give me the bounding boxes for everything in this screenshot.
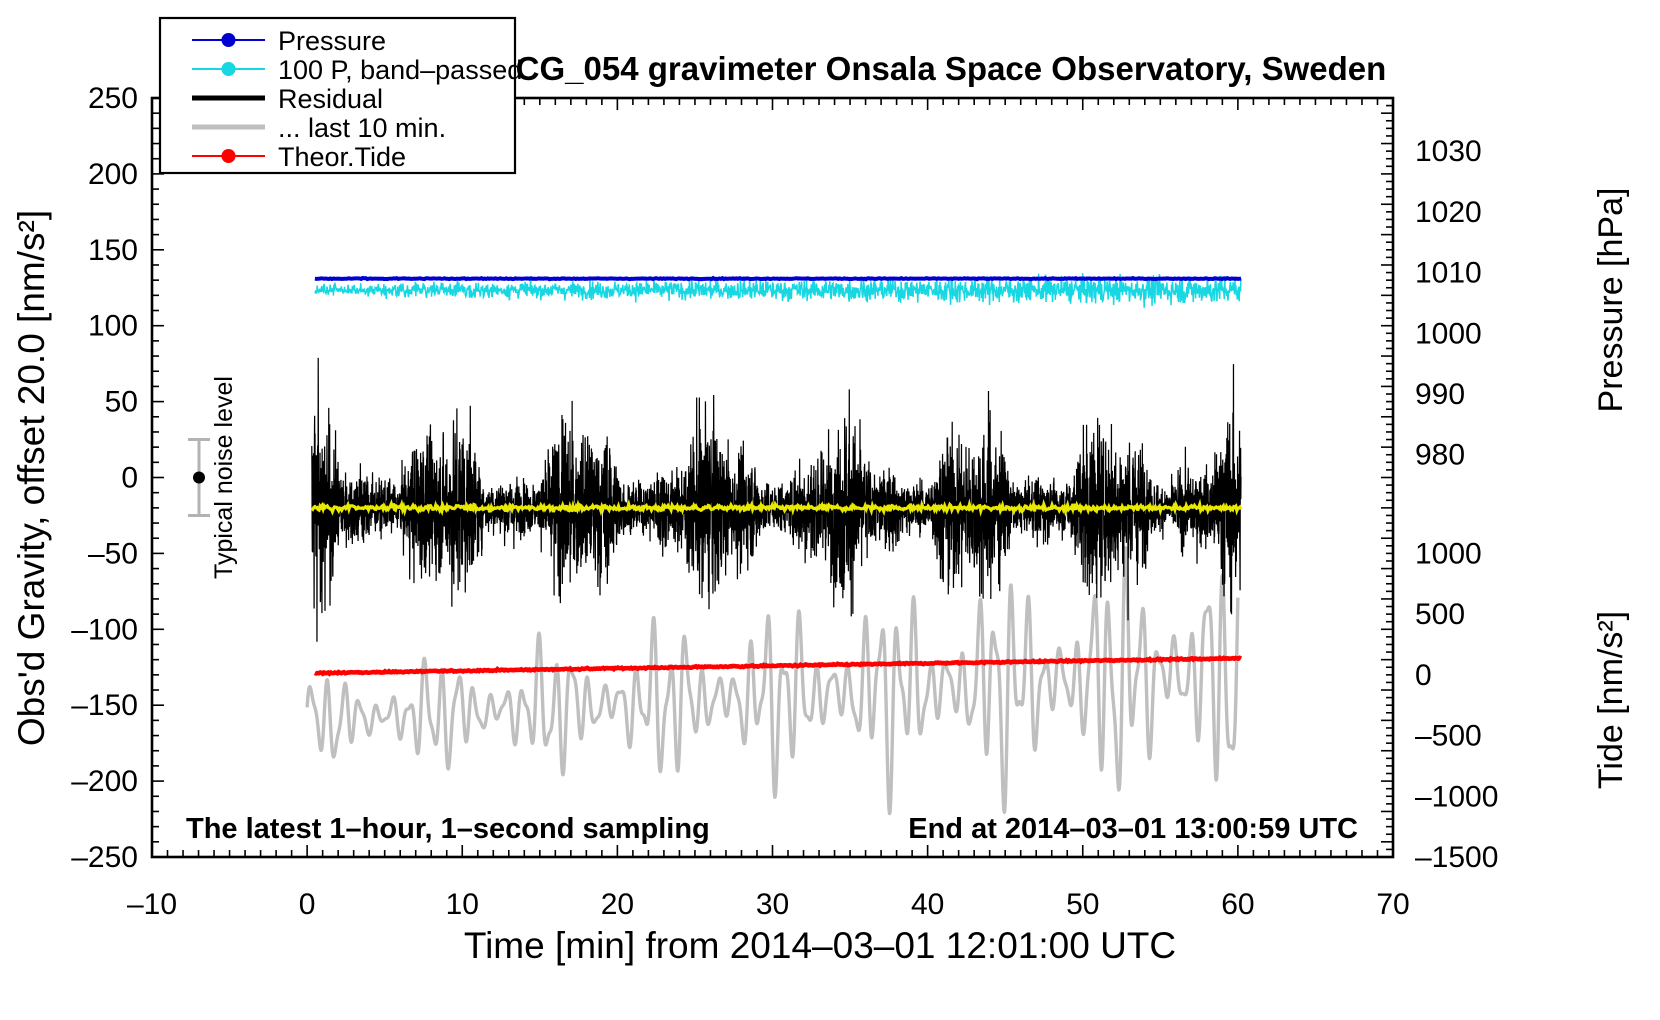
y-tick-label-tide: –500: [1415, 720, 1482, 753]
noise-level-label: Typical noise level: [210, 376, 238, 579]
chart-title: SCG_054 gravimeter Onsala Space Observat…: [494, 50, 1387, 87]
annotation-bottom-left: The latest 1–hour, 1–second sampling: [186, 813, 710, 845]
x-tick-label: 10: [446, 888, 479, 921]
y-tick-label-tide: 1000: [1415, 537, 1482, 570]
x-tick-label: 40: [911, 888, 944, 921]
plot-frame: [150, 96, 1395, 859]
y-tick-label-left: 200: [88, 158, 138, 191]
x-tick-label: 60: [1221, 888, 1254, 921]
y-tick-label-left: –250: [71, 841, 138, 874]
legend-label-0: Pressure: [278, 26, 386, 56]
y-tick-label-left: 250: [88, 82, 138, 115]
y-axis-title-left: Obs'd Gravity, offset 20.0 [nm/s²]: [11, 210, 52, 746]
y-tick-label-tide: –1000: [1415, 780, 1498, 813]
y-tick-label-tide: 0: [1415, 659, 1432, 692]
y-tick-label-left: –50: [88, 537, 138, 570]
series-theoretical-tide: [313, 655, 1243, 677]
legend-label-2: Residual: [278, 84, 383, 114]
annotation-bottom-right: End at 2014–03–01 13:00:59 UTC: [908, 813, 1358, 845]
y-tick-label-tide: –1500: [1415, 841, 1498, 874]
series-last-10-min: [305, 546, 1240, 816]
y-tick-label-pressure: 980: [1415, 439, 1465, 472]
y-tick-label-pressure: 990: [1415, 378, 1465, 411]
noise-level-point: [193, 471, 205, 484]
y-axis-title-tide: Tide [nm/s²]: [1592, 611, 1630, 789]
y-tick-label-pressure: 1010: [1415, 257, 1482, 290]
y-tick-label-left: –100: [71, 613, 138, 646]
x-axis-title: Time [min] from 2014–03–01 12:01:00 UTC: [464, 925, 1176, 966]
y-tick-label-pressure: 1000: [1415, 317, 1482, 350]
y-tick-label-pressure: 1030: [1415, 135, 1482, 168]
y-tick-label-tide: 500: [1415, 598, 1465, 631]
x-tick-label: 0: [299, 888, 316, 921]
legend-marker-1: [221, 62, 236, 76]
legend-label-4: Theor.Tide: [278, 142, 406, 172]
y-axis-title-pressure: Pressure [hPa]: [1592, 188, 1630, 413]
x-tick-label: 20: [601, 888, 634, 921]
series-pressure: [314, 275, 1242, 282]
y-tick-label-pressure: 1020: [1415, 196, 1482, 229]
y-tick-label-left: 0: [121, 462, 138, 495]
y-tick-label-left: 50: [105, 386, 138, 419]
y-tick-label-left: 100: [88, 310, 138, 343]
x-tick-label: 70: [1376, 888, 1409, 921]
x-tick-label: 30: [756, 888, 789, 921]
legend-marker-0: [221, 33, 236, 47]
x-tick-label: –10: [127, 888, 177, 921]
y-tick-label-left: –200: [71, 765, 138, 798]
y-tick-label-left: –150: [71, 689, 138, 722]
series-residual: [311, 357, 1242, 642]
series-filtered-residual: [310, 498, 1243, 517]
series-band-passed-pressure: [314, 273, 1242, 308]
legend-label-3: ... last 10 min.: [278, 113, 446, 143]
x-tick-label: 50: [1066, 888, 1099, 921]
legend-label-1: 100 P, band–passed: [278, 55, 522, 85]
y-tick-label-left: 150: [88, 234, 138, 267]
legend-marker-4: [221, 149, 236, 163]
